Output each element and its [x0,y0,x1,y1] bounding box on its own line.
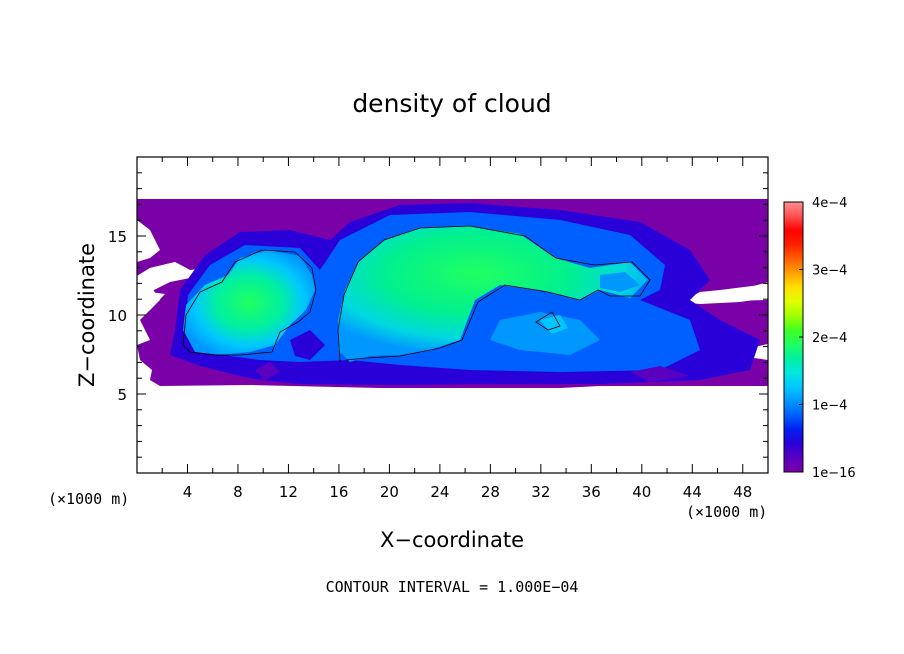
contour-line-left [182,249,317,356]
y-axis-label: Z−coordinate [75,243,99,387]
x-tick-label: 44 [683,483,702,501]
x-tick-label: 20 [380,483,399,501]
x-tick-label: 48 [733,483,752,501]
colorbar-tick-label: 1e−4 [812,399,847,414]
y-tick-label: 15 [108,228,127,246]
contour-interval-note: CONTOUR INTERVAL = 1.000E−04 [326,578,579,596]
x-axis-label: X−coordinate [380,528,524,552]
region-inner-core-right [338,226,648,362]
y-tick-label: 5 [117,386,127,404]
x-tick-label: 32 [531,483,550,501]
heatmap-field [137,199,768,388]
colorbar-tick-label: 3e−4 [812,264,847,279]
x-tick-label: 40 [632,483,651,501]
colorbar-tick-label: 2e−4 [812,331,847,346]
y-tick-labels: 5 10 15 [108,228,127,404]
x-tick-label: 16 [329,483,348,501]
chart-title: density of cloud [352,89,551,118]
colorbar-ticks: 1e−16 1e−4 2e−4 3e−4 4e−4 [799,196,856,481]
x-tick-label: 24 [430,483,449,501]
x-tick-label: 12 [279,483,298,501]
colorbar-tick-label: 1e−16 [812,466,856,481]
colorbar-tick-label: 4e−4 [812,196,847,211]
colorbar: 1e−16 1e−4 2e−4 3e−4 4e−4 [783,196,856,481]
axis-ticks [137,157,768,473]
x-tick-labels: 4 8 12 16 20 24 28 32 36 40 44 48 [183,483,753,501]
region-inner-core-left [183,250,315,355]
x-tick-label: 28 [481,483,500,501]
contour-line-right [337,225,651,363]
x-unit-label-right: (×1000 m) [686,503,767,521]
x-unit-label-left: (×1000 m) [48,490,129,508]
x-tick-label: 4 [183,483,193,501]
x-tick-label: 36 [582,483,601,501]
x-tick-label: 8 [233,483,243,501]
y-tick-label: 10 [108,307,127,325]
